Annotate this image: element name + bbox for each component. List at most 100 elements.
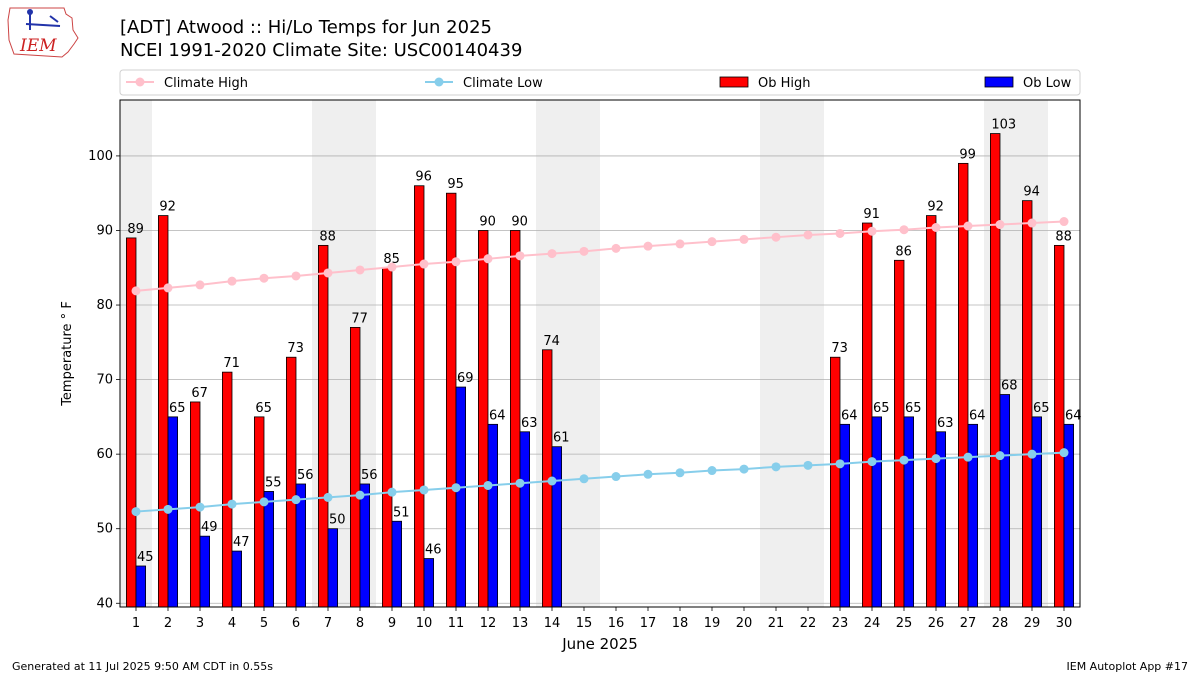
- point-climate-low: [451, 483, 461, 493]
- x-tick-label: 8: [356, 616, 364, 631]
- data-label: 64: [969, 408, 986, 423]
- point-climate-low: [995, 451, 1005, 461]
- weekend-band: [760, 100, 792, 607]
- bar-ob-high: [253, 416, 265, 608]
- bar-ob-low: [455, 386, 467, 608]
- point-climate-high: [355, 265, 365, 275]
- data-label: 90: [511, 214, 528, 229]
- bar-ob-low: [135, 565, 147, 608]
- point-climate-high: [835, 228, 845, 238]
- point-climate-high: [451, 257, 461, 267]
- data-label: 68: [1001, 379, 1018, 394]
- point-climate-high: [131, 286, 141, 296]
- point-climate-low: [707, 466, 717, 476]
- weekend-band: [792, 100, 824, 607]
- bar-ob-low: [1031, 416, 1043, 608]
- bar-ob-high: [381, 267, 393, 608]
- bar-ob-low: [967, 423, 979, 608]
- legend-swatch-ob-high: [719, 76, 749, 88]
- point-climate-low: [291, 495, 301, 505]
- x-tick-label: 10: [416, 616, 433, 631]
- x-tick-label: 7: [324, 616, 332, 631]
- bar-ob-high: [926, 215, 937, 608]
- bar-ob-high: [1022, 200, 1033, 608]
- data-label: 71: [223, 356, 240, 371]
- point-climate-low: [579, 474, 589, 484]
- data-label: 63: [937, 416, 954, 431]
- point-climate-high: [195, 280, 205, 290]
- data-label: 73: [831, 341, 848, 356]
- y-tick-label: 80: [96, 298, 113, 313]
- point-climate-low: [899, 455, 909, 465]
- point-climate-high: [291, 271, 301, 281]
- footer-app: IEM Autoplot App #17: [1066, 660, 1189, 673]
- x-tick-label: 15: [576, 616, 593, 631]
- point-climate-high: [643, 241, 653, 251]
- point-climate-high: [419, 259, 429, 269]
- data-label: 65: [255, 401, 272, 416]
- point-climate-high: [1059, 217, 1069, 227]
- point-climate-low: [419, 485, 429, 495]
- data-label: 56: [297, 468, 314, 483]
- data-label: 51: [393, 505, 410, 520]
- x-tick-label: 5: [260, 616, 268, 631]
- point-climate-low: [1059, 448, 1069, 458]
- point-climate-high: [227, 276, 237, 286]
- bar-ob-high: [349, 327, 361, 608]
- point-climate-low: [771, 462, 781, 472]
- bar-ob-low: [327, 528, 339, 608]
- point-climate-low: [387, 487, 397, 497]
- point-climate-high: [483, 254, 493, 264]
- data-label: 91: [863, 207, 880, 222]
- point-climate-low: [931, 454, 941, 464]
- x-tick-label: 12: [480, 616, 497, 631]
- point-climate-low: [323, 492, 333, 502]
- data-label: 64: [841, 408, 858, 423]
- x-tick-label: 21: [768, 616, 785, 631]
- y-axis-label: Temperature ° F: [60, 301, 75, 407]
- page-title: [ADT] Atwood :: Hi/Lo Temps for Jun 2025: [120, 17, 492, 38]
- x-tick-label: 18: [672, 616, 689, 631]
- data-label: 65: [169, 401, 186, 416]
- y-tick-label: 60: [96, 447, 113, 462]
- point-climate-high: [867, 226, 877, 236]
- point-climate-high: [675, 239, 685, 249]
- x-tick-label: 29: [1024, 616, 1041, 631]
- y-tick-label: 40: [96, 596, 113, 611]
- x-tick-label: 6: [292, 616, 300, 631]
- x-tick-label: 26: [928, 616, 945, 631]
- bar-ob-high: [894, 259, 905, 608]
- x-tick-label: 3: [196, 616, 204, 631]
- data-label: 49: [201, 520, 218, 535]
- x-tick-label: 1: [132, 616, 140, 631]
- x-tick-label: 17: [640, 616, 657, 631]
- data-label: 64: [1065, 408, 1082, 423]
- bar-ob-low: [519, 431, 531, 608]
- point-climate-high: [1027, 218, 1037, 228]
- bar-ob-low: [551, 446, 563, 608]
- footer-generated: Generated at 11 Jul 2025 9:50 AM CDT in …: [12, 660, 273, 673]
- point-climate-low: [963, 452, 973, 462]
- point-climate-low: [803, 460, 813, 470]
- point-climate-low: [355, 490, 365, 500]
- point-climate-low: [835, 459, 845, 469]
- legend-swatch-ob-low: [984, 76, 1014, 88]
- bar-ob-low: [999, 394, 1011, 608]
- point-climate-high: [547, 249, 557, 259]
- data-label: 50: [329, 513, 346, 528]
- point-climate-low: [643, 469, 653, 479]
- x-tick-label: 2: [164, 616, 172, 631]
- point-climate-high: [899, 225, 909, 235]
- point-climate-high: [803, 230, 813, 240]
- data-label: 56: [361, 468, 378, 483]
- x-tick-label: 9: [388, 616, 396, 631]
- series-line-climate-high: [135, 220, 1065, 292]
- point-climate-low: [163, 504, 173, 514]
- data-label: 64: [489, 408, 506, 423]
- bar-ob-low: [359, 483, 371, 608]
- x-tick-label: 25: [896, 616, 913, 631]
- data-label: 90: [479, 214, 496, 229]
- data-label: 86: [895, 244, 912, 259]
- legend-label-ob-low: Ob Low: [1023, 76, 1072, 91]
